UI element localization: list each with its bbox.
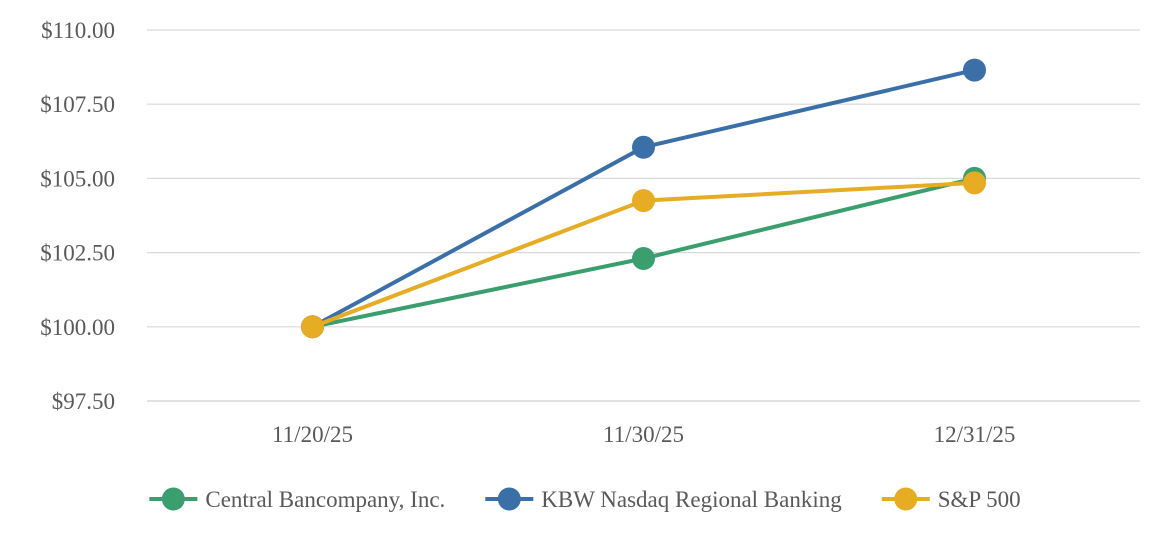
legend-item: Central Bancompany, Inc. <box>149 487 445 512</box>
legend-marker-swatch <box>161 487 185 511</box>
axes: $97.50 $100.00 $102.50 $105.00 $107.50 $110.0… <box>40 18 1015 447</box>
legend-label: KBW Nasdaq Regional Banking <box>541 487 842 512</box>
y-tick-label: $100.00 <box>40 315 115 340</box>
data-point <box>963 58 986 82</box>
data-point <box>632 189 655 213</box>
data-point <box>301 315 324 339</box>
y-tick-label: $102.50 <box>40 241 115 266</box>
legend: Central Bancompany, Inc. KBW Nasdaq Regio… <box>149 487 1021 512</box>
y-tick-label: $110.00 <box>41 18 115 43</box>
data-point <box>632 247 655 271</box>
y-tick-label: $105.00 <box>40 166 115 191</box>
legend-label: S&P 500 <box>938 487 1021 512</box>
x-tick-label: 11/30/25 <box>603 422 684 447</box>
legend-marker-swatch <box>497 487 521 511</box>
gridlines <box>147 29 1140 402</box>
y-tick-label: $97.50 <box>52 389 115 414</box>
data-point <box>963 171 986 195</box>
series-2 <box>301 171 986 339</box>
x-tick-label: 12/31/25 <box>934 422 1016 447</box>
legend-item: S&P 500 <box>881 487 1021 512</box>
y-tick-label: $107.50 <box>40 92 115 117</box>
legend-item: KBW Nasdaq Regional Banking <box>485 487 842 512</box>
legend-label: Central Bancompany, Inc. <box>205 487 445 512</box>
x-tick-label: 11/20/25 <box>272 422 353 447</box>
data-point <box>632 135 655 159</box>
series-group <box>301 58 986 339</box>
legend-marker-swatch <box>894 487 918 511</box>
